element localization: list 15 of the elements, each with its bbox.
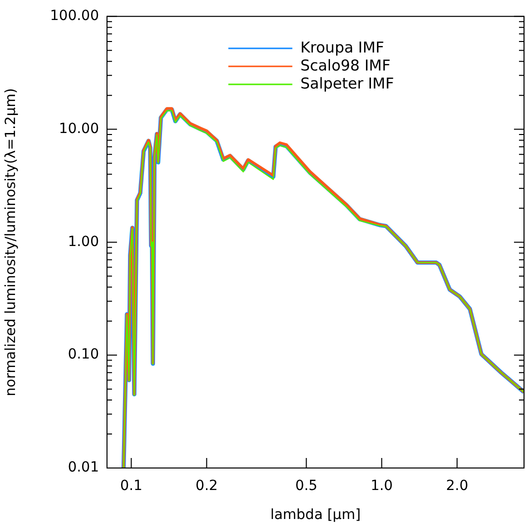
y-axis-title: normalized luminosity/luminosity(λ=1.2μm) (3, 88, 20, 396)
x-tick-label: 0.5 (295, 478, 318, 494)
x-tick-label: 1.0 (370, 478, 393, 494)
y-tick-label: 10.00 (58, 120, 99, 137)
x-axis-title: lambda [μm] (270, 507, 361, 524)
x-tick-label: 0.2 (196, 478, 218, 494)
y-tick-label: 1.00 (68, 234, 99, 250)
legend-label: Kroupa IMF (300, 38, 384, 56)
y-tick-label: 0.10 (68, 346, 99, 363)
legend-label: Salpeter IMF (300, 74, 394, 92)
y-tick-label: 0.01 (68, 460, 99, 476)
y-tick-label: 100.00 (50, 8, 99, 24)
legend-label: Scalo98 IMF (300, 56, 390, 74)
x-tick-label: 2.0 (446, 478, 468, 494)
x-tick-label: 0.1 (120, 478, 142, 494)
